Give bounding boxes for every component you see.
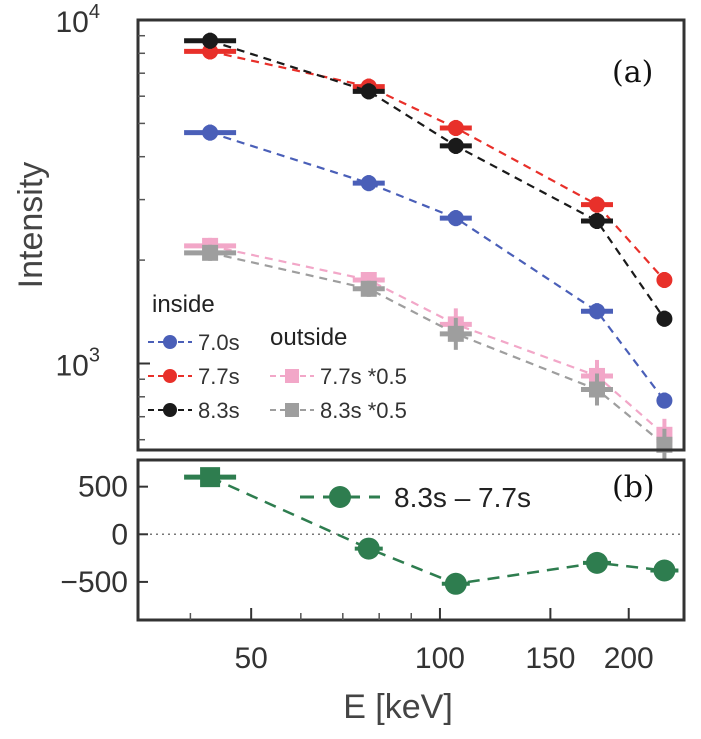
panel-a-data-point <box>360 83 377 100</box>
panel-a-series-layer <box>184 32 673 461</box>
panel-a-legend: inside outside 7.0s 7.7s 8.3s 7.7s *0.5 8.3s *… <box>148 291 407 423</box>
legend-b-label: 8.3s – 7.7s <box>394 482 531 513</box>
panel-a-data-point <box>447 119 464 136</box>
legend-group-outside: outside <box>270 324 347 351</box>
panel-a-data-point <box>360 280 377 297</box>
x-tick-label: 50 <box>234 642 267 675</box>
legend-marker <box>285 369 299 383</box>
panel-a-data-point <box>656 310 673 327</box>
legend-b-marker <box>329 486 351 508</box>
panel-b-ticks: 500 0 −500 50 100 150 200 <box>60 471 653 675</box>
panel-a-data-point <box>447 325 464 342</box>
legend-label: 7.7s *0.5 <box>320 364 407 389</box>
panel-a-data-point <box>447 210 464 227</box>
panel-a-data-point <box>588 381 605 398</box>
panel-a-y-axis-title: Intensity <box>12 162 50 289</box>
panel-a-series-line <box>209 131 666 402</box>
legend-marker <box>163 369 177 383</box>
panel-a-series-line <box>209 50 666 281</box>
legend-label: 7.0s <box>198 330 240 355</box>
panel-b-label: (b) <box>612 470 655 505</box>
panel-b-series-layer <box>138 467 684 595</box>
legend-group-inside: inside <box>152 291 215 318</box>
panel-a-data-point <box>202 244 219 261</box>
panel-a-y-tick-label: 104 <box>56 1 101 39</box>
panel-b-y-tick-label: 500 <box>78 471 128 504</box>
panel-a-series-line <box>209 39 666 320</box>
x-tick-label: 150 <box>525 642 575 675</box>
legend-marker <box>163 403 177 417</box>
legend-marker <box>163 335 177 349</box>
panel-a-data-point <box>447 137 464 154</box>
legend-label: 7.7s <box>198 364 240 389</box>
panel-a-data-point <box>360 175 377 192</box>
panel-a-data-point <box>656 272 673 289</box>
panel-a-data-point <box>202 124 219 141</box>
panel-b-data-point <box>585 551 608 574</box>
panel-a-y-ticks: 103 104 <box>56 1 150 441</box>
x-tick-label: 100 <box>415 642 465 675</box>
panel-b-y-tick-label: 0 <box>111 518 128 551</box>
legend-label: 8.3s <box>198 398 240 423</box>
panel-a-data-point <box>656 392 673 409</box>
panel-a-data-point <box>588 303 605 320</box>
panel-a-label: (a) <box>612 55 653 90</box>
panel-a-series-line <box>209 251 666 446</box>
panel-a-frame <box>136 18 686 452</box>
x-axis-title: E [keV] <box>343 688 453 726</box>
panel-b-legend: 8.3s – 7.7s <box>300 482 531 513</box>
panel-b-data-point <box>200 467 221 488</box>
x-tick-label: 200 <box>604 642 654 675</box>
legend-label: 8.3s *0.5 <box>320 398 407 423</box>
panel-a-data-point <box>588 196 605 213</box>
panel-b-y-tick-label: −500 <box>60 566 128 599</box>
panel-b-data-point <box>357 537 380 560</box>
panel-b-data-point <box>653 559 676 582</box>
panel-a-y-tick-label: 103 <box>56 345 101 383</box>
panel-a-data-point <box>588 212 605 229</box>
panel-a-series-line <box>209 244 666 436</box>
panel-b-data-point <box>444 572 467 595</box>
legend-marker <box>285 403 299 417</box>
panel-a-data-point <box>202 32 219 49</box>
